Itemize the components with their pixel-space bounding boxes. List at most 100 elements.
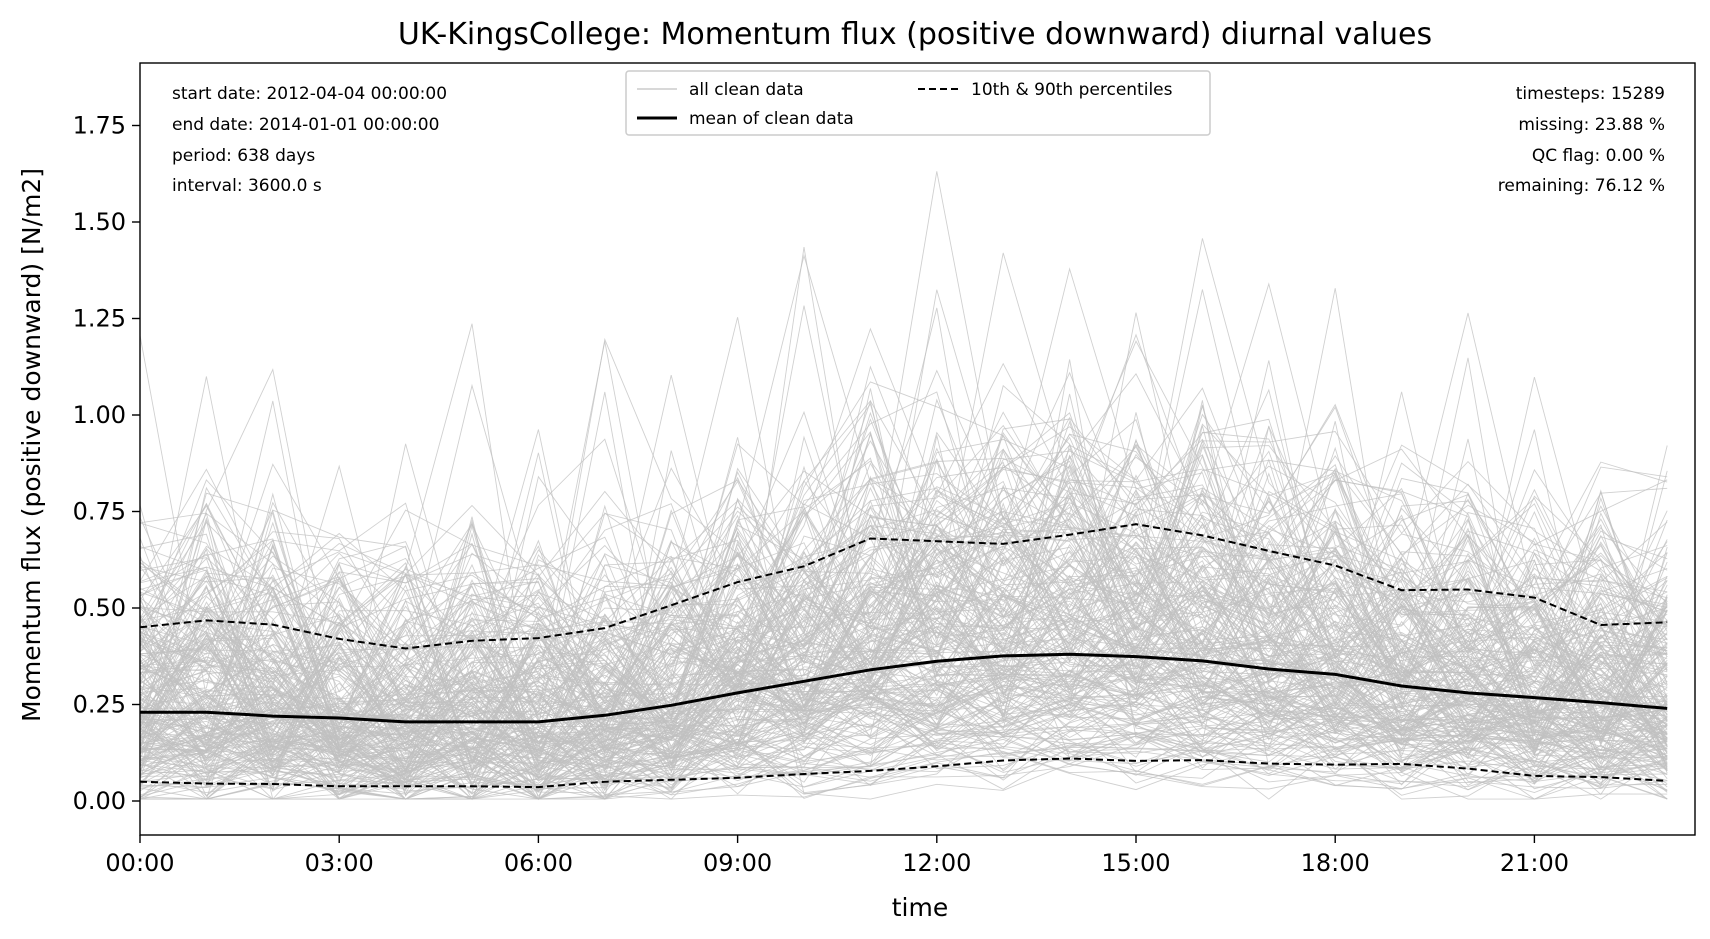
x-tick-label: 18:00 [1301,849,1370,877]
clean-data-line [140,429,1668,763]
legend: all clean data mean of clean data 10th &… [625,70,1211,136]
clean-data-line [140,583,1668,786]
x-tick-label: 09:00 [703,849,772,877]
mean-line [140,652,1668,724]
y-tick-label: 0.25 [73,691,126,719]
clean-data-line [140,590,1668,800]
clean-data-line [140,448,1668,788]
clean-data-line [140,317,1668,733]
x-tick-label: 15:00 [1101,849,1170,877]
clean-data-line [140,468,1668,801]
clean-data-line [140,425,1668,793]
clean-data-line [140,709,1668,780]
clean-data-line [140,715,1668,800]
clean-data-line [140,404,1668,740]
clean-data-line [140,568,1668,800]
x-axis-label: time [892,893,948,922]
y-tick-label: 1.00 [73,401,126,429]
annotations-right: timesteps: 15289 missing: 23.88 % QC fla… [1498,84,1665,196]
plot-frame [139,62,1696,836]
y-tick-label: 1.50 [73,208,126,236]
chart-title: UK-KingsCollege: Momentum flux (positive… [398,17,1432,52]
clean-data-line [140,312,1668,774]
clean-data-line [140,337,1668,713]
legend-box [625,70,1211,136]
clean-data-line [140,579,1668,762]
clean-data-line [140,534,1668,789]
clean-data-line [140,688,1668,761]
x-tick-label: 06:00 [504,849,573,877]
annotation-qc-flag: QC flag: 0.00 % [1532,146,1665,166]
percentile-90-line [139,523,1668,650]
clean-data-line [140,514,1668,759]
clean-data-line [140,438,1668,721]
clean-data-line [140,590,1668,791]
annotation-timesteps: timesteps: 15289 [1516,84,1665,104]
clean-data-line [140,384,1668,727]
x-axis: 00:00 03:00 06:00 09:00 12:00 15:00 18:00 21:00 [105,835,1569,877]
clean-data-line [140,426,1668,772]
clean-data-line [140,659,1668,800]
clean-data-line [140,376,1668,723]
clean-data-line [140,511,1668,754]
clean-data-line [140,434,1668,773]
clean-data-line [140,432,1668,751]
y-tick-label: 0.75 [73,498,126,526]
y-axis-label: Momentum flux (positive downward) [N/m2] [17,168,46,722]
annotation-interval: interval: 3600.0 s [172,176,322,196]
annotation-start-date: start date: 2012-04-04 00:00:00 [172,84,447,104]
clean-data-line [140,400,1668,771]
clean-data-line [140,469,1668,754]
clean-data-line [140,524,1668,747]
clean-data-line [140,586,1668,801]
clean-data-line [140,693,1668,792]
clean-data-line [140,497,1668,768]
x-tick-label: 21:00 [1500,849,1569,877]
clean-data-line [140,305,1668,759]
clean-data-line [140,628,1668,800]
clean-data-line [140,509,1668,771]
main-series [139,523,1668,789]
x-tick-label: 00:00 [105,849,174,877]
y-tick-label: 0.50 [73,594,126,622]
y-tick-label: 1.25 [73,305,126,333]
x-tick-label: 03:00 [305,849,374,877]
clean-data-line [140,516,1668,800]
clean-data-line [140,570,1668,770]
clean-data-line [140,522,1668,686]
clean-data-line [140,288,1668,750]
annotation-missing: missing: 23.88 % [1518,115,1665,135]
clean-data-line [140,391,1668,723]
y-axis: 0.00 0.25 0.50 0.75 1.00 1.25 1.50 1.75 [73,112,140,815]
clean-data-line [140,475,1668,788]
x-tick-label: 12:00 [902,849,971,877]
clean-data-line [140,369,1668,702]
legend-label-mean: mean of clean data [689,109,854,129]
clean-data-line [140,516,1668,730]
clean-data-line [140,372,1668,740]
legend-label-percentiles: 10th & 90th percentiles [971,80,1173,100]
clean-data-line [140,512,1668,796]
clean-data-line [140,467,1668,747]
clean-data-line [140,393,1668,796]
clean-data-line [140,519,1668,800]
y-tick-label: 1.75 [73,112,126,140]
legend-label-all-clean-data: all clean data [689,80,804,100]
clean-data-line [140,424,1668,731]
annotation-end-date: end date: 2014-01-01 00:00:00 [172,115,439,135]
clean-data-line [140,546,1668,772]
clean-data-line [140,612,1668,787]
clean-data-line [140,534,1668,780]
clean-data-line [140,444,1668,756]
y-tick-label: 0.00 [73,787,126,815]
annotation-remaining: remaining: 76.12 % [1498,176,1665,196]
annotations-left: start date: 2012-04-04 00:00:00 end date… [172,84,447,196]
clean-data-line [140,431,1668,772]
all-clean-data-lines [140,171,1668,801]
percentile-10-line [139,757,1668,789]
clean-data-line [140,660,1668,800]
clean-data-line [140,400,1668,741]
clean-data-line [140,594,1668,800]
annotation-period: period: 638 days [172,146,315,166]
